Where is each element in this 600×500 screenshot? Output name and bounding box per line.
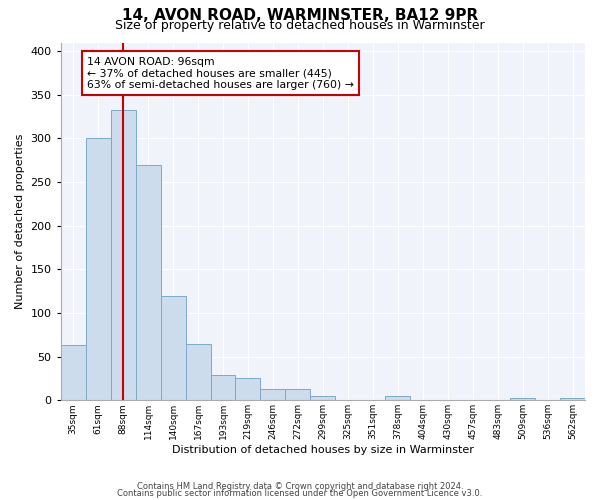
Text: Size of property relative to detached houses in Warminster: Size of property relative to detached ho… (115, 19, 485, 32)
Text: Contains public sector information licensed under the Open Government Licence v3: Contains public sector information licen… (118, 488, 482, 498)
Bar (136, 164, 161, 400)
Bar (286, 389, 310, 400)
Bar (110, 110, 136, 401)
Bar (161, 296, 185, 401)
Text: 14, AVON ROAD, WARMINSTER, BA12 9PR: 14, AVON ROAD, WARMINSTER, BA12 9PR (122, 8, 478, 22)
Bar (86, 138, 110, 400)
Bar (510, 398, 535, 400)
Bar (385, 396, 410, 400)
Y-axis label: Number of detached properties: Number of detached properties (15, 134, 25, 309)
Bar (235, 378, 260, 400)
Text: Contains HM Land Registry data © Crown copyright and database right 2024.: Contains HM Land Registry data © Crown c… (137, 482, 463, 491)
X-axis label: Distribution of detached houses by size in Warminster: Distribution of detached houses by size … (172, 445, 474, 455)
Bar (61, 346, 86, 401)
Bar (260, 389, 286, 400)
Bar (310, 396, 335, 400)
Bar (211, 375, 235, 400)
Bar (560, 398, 585, 400)
Text: 14 AVON ROAD: 96sqm
← 37% of detached houses are smaller (445)
63% of semi-detac: 14 AVON ROAD: 96sqm ← 37% of detached ho… (87, 57, 354, 90)
Bar (185, 344, 211, 401)
